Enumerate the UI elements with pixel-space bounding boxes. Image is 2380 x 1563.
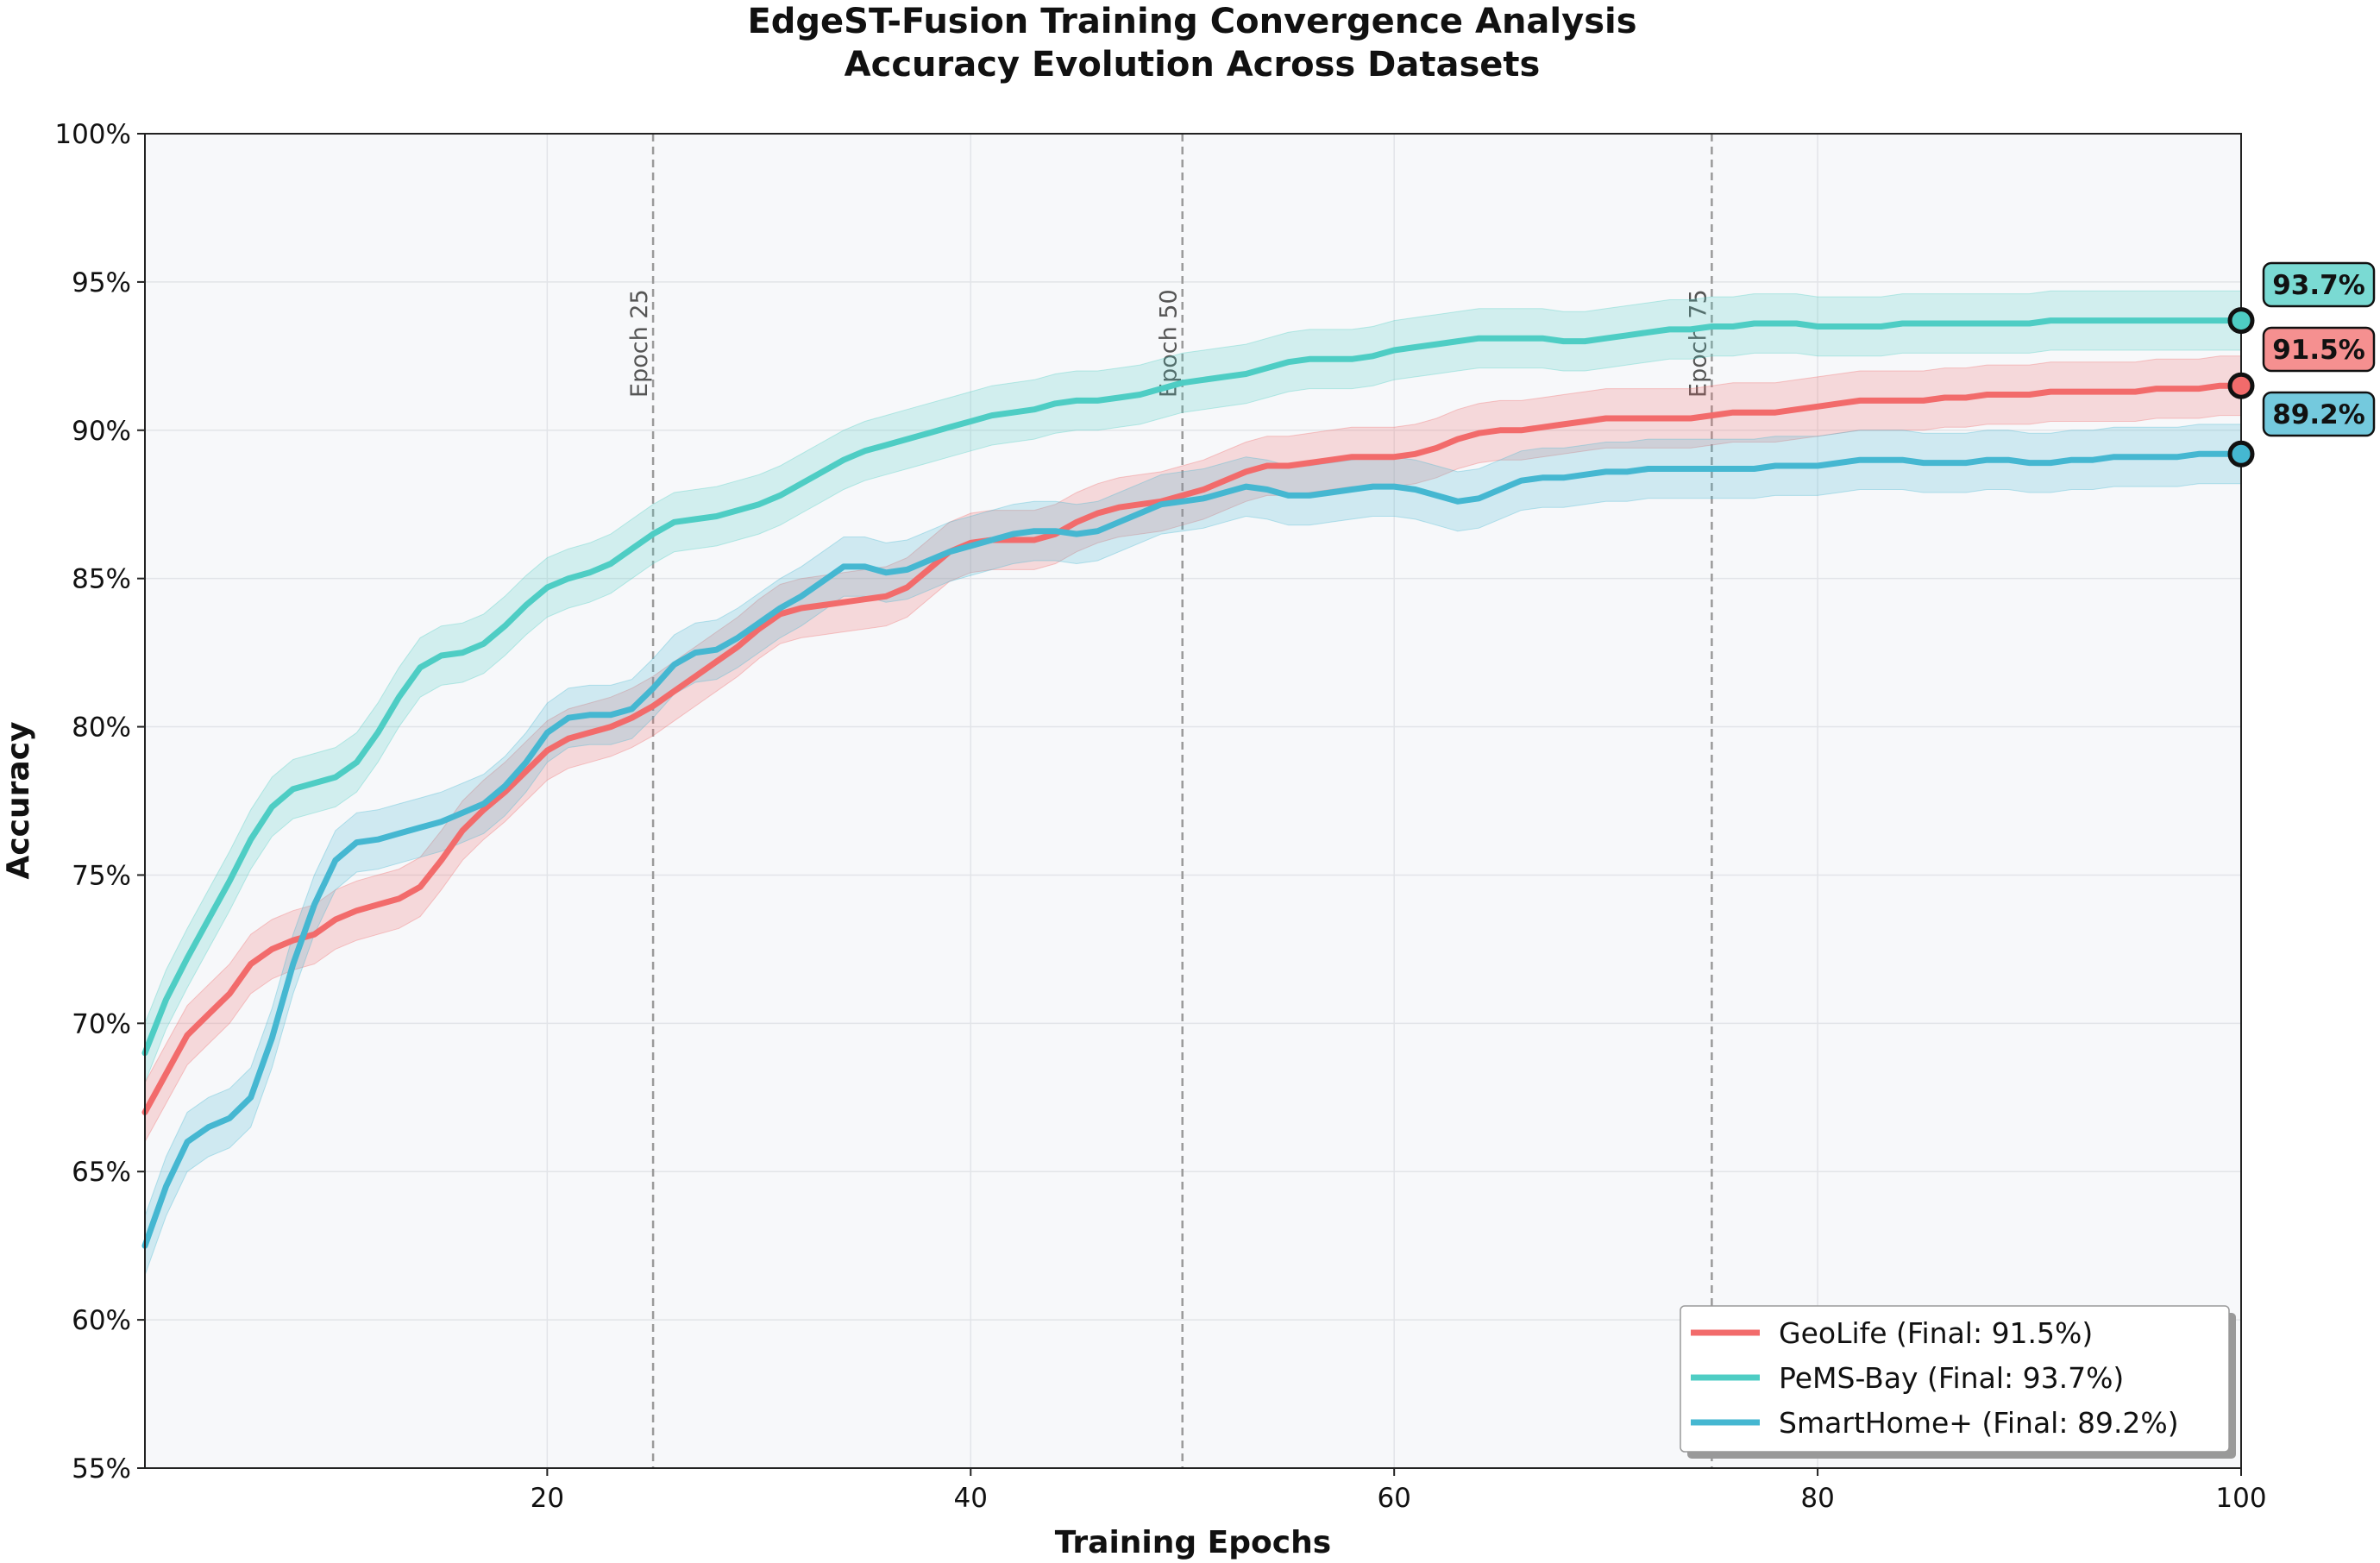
final-value-box	[2262, 326, 2376, 373]
y-tick-label: 60%	[72, 1305, 131, 1336]
final-value-label: 89.2%	[2272, 399, 2365, 430]
series-line	[141, 317, 2245, 1057]
legend-label-smarthome: SmartHome+ (Final: 89.2%)	[1779, 1406, 2179, 1440]
y-tick-label: 95%	[72, 267, 131, 298]
y-tick-label: 85%	[72, 564, 131, 595]
series-lines	[141, 317, 2245, 1249]
legend-box	[1680, 1305, 2230, 1453]
x-tick-label: 80	[1800, 1483, 1834, 1514]
reference-lines: Epoch 25 Epoch 50 Epoch 75	[626, 134, 1713, 1468]
y-tick-label: 100%	[54, 119, 131, 150]
final-value-box	[2262, 261, 2376, 308]
final-value-marker	[2227, 372, 2255, 399]
axis-ticks: 55% 60% 65% 70% 75% 80% 85% 90% 95% 100% 20 40 60 80 1…	[54, 119, 2266, 1514]
series-line	[141, 450, 2245, 1249]
final-value-marker	[2227, 307, 2255, 335]
x-tick-label: 60	[1377, 1483, 1410, 1514]
reference-line-label: Epoch 25	[626, 289, 653, 398]
final-value-label: 93.7%	[2272, 270, 2365, 301]
y-tick-label: 70%	[72, 1008, 131, 1039]
legend-label-geolife: GeoLife (Final: 91.5%)	[1779, 1316, 2093, 1350]
x-axis-label: Training Epochs	[1055, 1525, 1331, 1560]
final-markers: 91.5% 93.7% 89.2%	[2227, 261, 2376, 468]
chart-title: EdgeST-Fusion Training Convergence Analy…	[747, 2, 1636, 41]
plot-frame	[144, 133, 2242, 1469]
y-tick-label: 75%	[72, 860, 131, 891]
y-tick-label: 90%	[72, 416, 131, 447]
final-value-marker	[2227, 440, 2255, 468]
reference-line-label: Epoch 50	[1156, 289, 1183, 398]
final-value-box	[2262, 391, 2376, 437]
y-tick-label: 65%	[72, 1157, 131, 1188]
x-tick-label: 100	[2215, 1483, 2266, 1514]
legend: GeoLife (Final: 91.5%) PeMS-Bay (Final: …	[1680, 1305, 2236, 1459]
y-tick-label: 80%	[72, 712, 131, 744]
y-tick-label: 55%	[72, 1453, 131, 1485]
chart-subtitle: Accuracy Evolution Across Datasets	[845, 45, 1541, 85]
final-value-label: 91.5%	[2272, 335, 2365, 366]
y-axis-label: Accuracy	[1, 721, 36, 879]
legend-label-pems-bay: PeMS-Bay (Final: 93.7%)	[1779, 1361, 2124, 1395]
x-tick-label: 40	[954, 1483, 988, 1514]
x-tick-label: 20	[531, 1483, 564, 1514]
reference-line-label: Epoch 75	[1685, 289, 1711, 398]
series-line	[141, 382, 2245, 1115]
